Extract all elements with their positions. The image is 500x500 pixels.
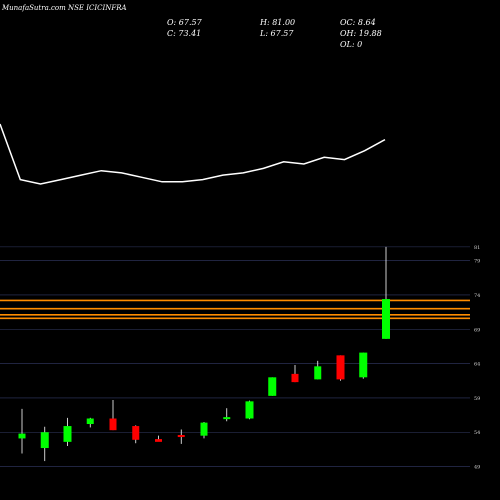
candles — [18, 246, 390, 462]
y-tick-label: 49 — [474, 465, 480, 471]
high-value: H: 81.00 — [259, 18, 295, 27]
candle-body — [336, 355, 345, 380]
candle-body — [155, 439, 162, 442]
ol-value: OL: 0 — [340, 40, 362, 49]
candle-body — [40, 432, 49, 449]
candle-body — [359, 352, 368, 378]
open-value: O: 67.57 — [167, 18, 203, 27]
candle-body — [245, 401, 254, 419]
candle-body — [109, 418, 117, 431]
candle-body — [86, 418, 94, 424]
y-tick-label: 69 — [474, 327, 480, 333]
candle-body — [291, 373, 299, 383]
y-tick-label: 79 — [474, 259, 480, 265]
candle-body — [223, 417, 231, 420]
y-tick-label: 54 — [474, 430, 480, 436]
y-tick-label: 64 — [474, 362, 480, 368]
candle-body — [268, 377, 277, 396]
candle-body — [382, 299, 390, 339]
candle-body — [132, 426, 140, 440]
y-tick-label: 74 — [474, 293, 480, 299]
y-tick-label: 59 — [474, 396, 480, 402]
candle-body — [63, 426, 72, 442]
close-value: C: 73.41 — [167, 29, 201, 38]
low-value: L: 67.57 — [259, 29, 294, 38]
indicator-line — [0, 123, 386, 185]
indicator-panel — [0, 123, 386, 185]
candle-body — [177, 434, 185, 438]
y-tick-label: 81 — [474, 245, 480, 251]
price-grid — [0, 246, 470, 467]
candle-body — [18, 433, 26, 439]
level-lines — [0, 299, 470, 320]
oc-value: OC: 8.64 — [340, 18, 376, 27]
oh-value: OH: 19.88 — [340, 29, 382, 38]
candle-body — [200, 422, 208, 436]
chart-title: MunafaSutra.com NSE ICICINFRA — [1, 4, 127, 12]
candle-body — [314, 366, 322, 380]
y-axis-ticks: 49 54 59 64 69 74 79 81 — [474, 245, 480, 471]
